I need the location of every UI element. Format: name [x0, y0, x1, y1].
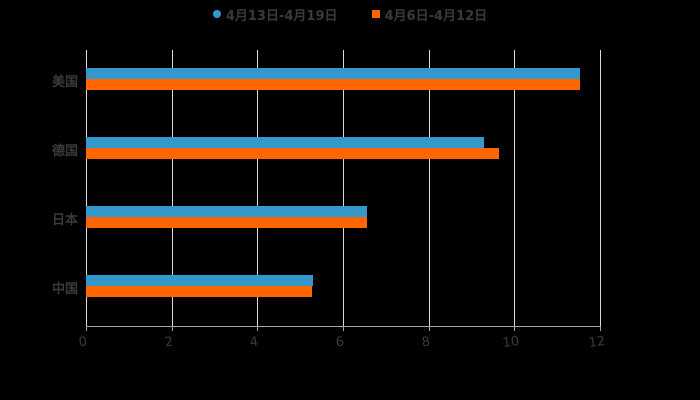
axis-tick [514, 326, 516, 331]
x-axis-line [86, 326, 600, 327]
x-tick-label: 4 [249, 334, 260, 351]
axis-tick [257, 326, 259, 331]
category-label: 日本 [51, 212, 78, 228]
category-label: 德国 [51, 143, 78, 159]
gridline [600, 50, 601, 326]
legend-item-week1[interactable]: 4月6日-4月12日 [371, 5, 488, 24]
legend-item-week2[interactable]: 4月13日-4月19日 [212, 5, 338, 24]
legend-label: 4月13日-4月19日 [225, 8, 338, 24]
bar[interactable] [86, 216, 367, 228]
gridline [514, 50, 516, 326]
x-tick-label: 2 [163, 334, 174, 351]
bar[interactable] [86, 136, 484, 148]
axis-tick [428, 326, 430, 331]
bar[interactable] [86, 274, 314, 286]
gridline [86, 50, 87, 326]
category-label: 中国 [51, 281, 78, 297]
bar[interactable] [86, 285, 313, 297]
plot-area [86, 50, 601, 331]
bar[interactable] [86, 67, 580, 79]
axis-tick [171, 326, 173, 331]
legend-circle-icon [212, 10, 221, 18]
x-tick-label: 8 [420, 334, 431, 351]
bar[interactable] [86, 147, 499, 159]
bar[interactable] [86, 205, 367, 217]
x-tick-label: 12 [587, 333, 607, 352]
chart-legend: 4月13日-4月19日 4月6日-4月12日 [0, 4, 700, 24]
gridline [428, 50, 430, 326]
axis-tick [86, 326, 87, 331]
gridline [343, 50, 344, 326]
axis-tick [600, 326, 601, 331]
gridline [257, 50, 259, 326]
x-tick-label: 0 [77, 334, 89, 351]
x-tick-label: 10 [502, 333, 521, 352]
gridline [171, 50, 173, 326]
axis-tick [343, 326, 344, 331]
x-tick-label: 6 [334, 334, 346, 351]
legend-square-icon [371, 10, 380, 18]
legend-label: 4月6日-4月12日 [384, 8, 488, 24]
bar[interactable] [86, 78, 580, 90]
category-label: 美国 [51, 74, 78, 90]
